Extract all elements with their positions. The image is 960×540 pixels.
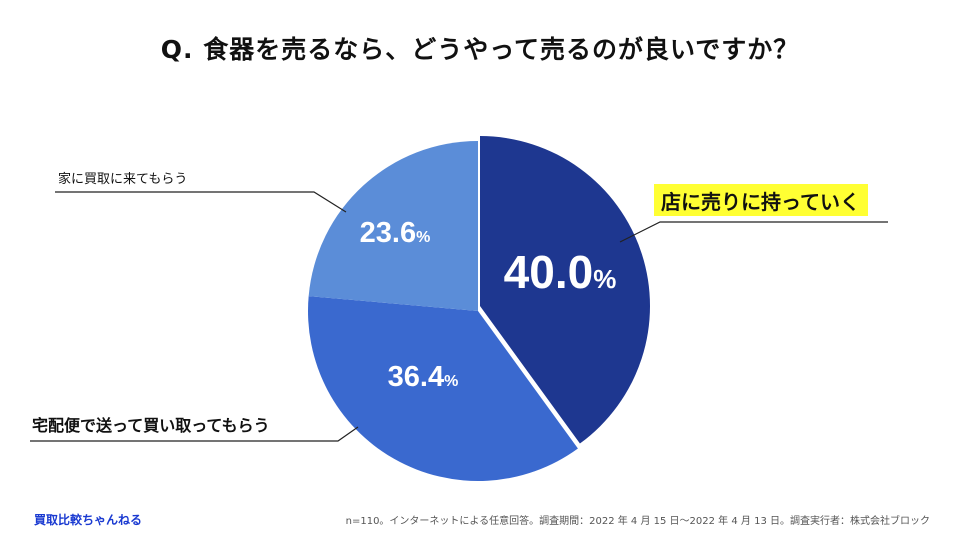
leader-line	[30, 426, 359, 442]
leader-line	[55, 191, 347, 213]
brand-name: 買取比較ちゃんねる	[34, 513, 143, 527]
label-highlight	[654, 184, 868, 216]
pie-slice	[480, 136, 651, 444]
pie-slice	[308, 296, 578, 482]
slice-value-label: 40.0%	[504, 246, 617, 298]
slice-category-label: 宅配便で送って買い取ってもらう	[32, 416, 270, 435]
leader-line	[619, 221, 888, 243]
chart-title: Q. 食器を売るなら、どうやって売るのが良いですか？	[160, 35, 800, 64]
slice-category-label: 家に買取に来てもらう	[58, 171, 187, 187]
survey-note: n=110。インターネットによる任意回答。調査期間：2022 年 4 月 15 …	[345, 516, 930, 527]
slice-category-label: 店に売りに持っていく	[661, 190, 860, 214]
slice-value-label: 36.4%	[388, 361, 459, 393]
pie-slice	[308, 141, 478, 311]
slice-value-label: 23.6%	[360, 217, 431, 249]
